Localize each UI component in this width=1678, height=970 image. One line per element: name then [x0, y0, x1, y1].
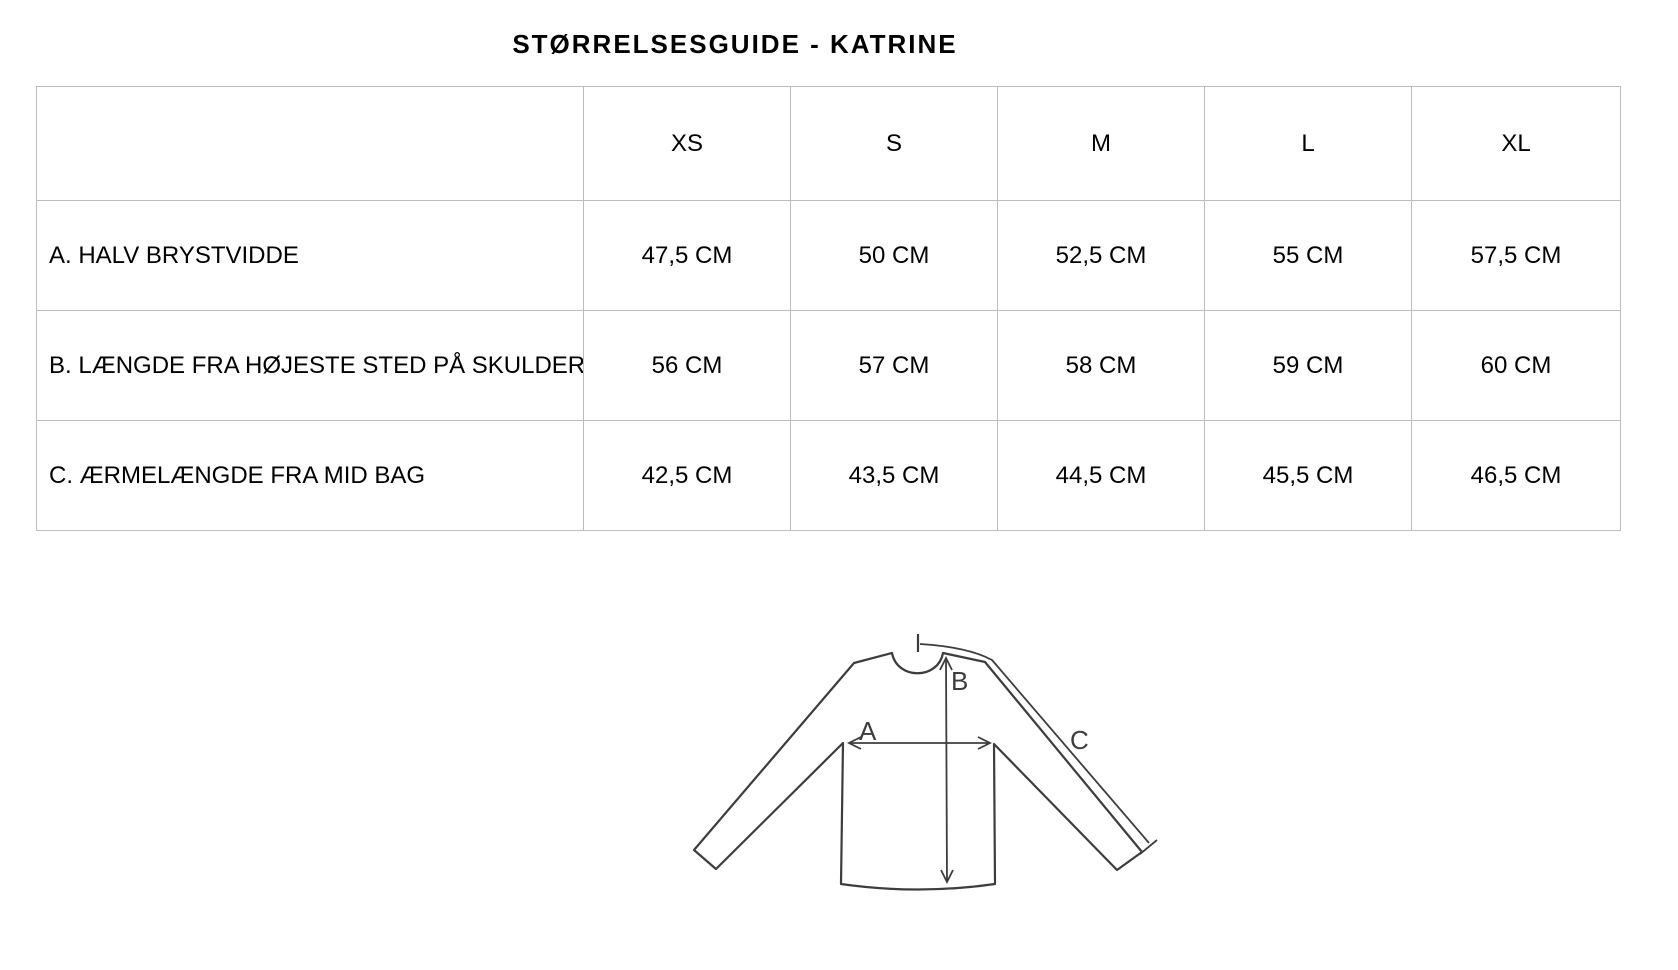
- sweater-diagram-icon: A B C: [692, 634, 1158, 891]
- measure-label-b: B: [951, 666, 968, 696]
- table-header-row: XS S M L XL: [36, 86, 1621, 201]
- arrowhead-b-top: [939, 655, 953, 671]
- size-guide-table: XS S M L XL A. HALV BRYSTVIDDE 47,5 CM 5…: [36, 86, 1621, 531]
- measure-line-c-end-tick: [1139, 839, 1158, 855]
- measurement-cell: 47,5 CM: [583, 200, 791, 311]
- arrowhead-a-right: [977, 736, 993, 750]
- size-column-header-xl: XL: [1411, 86, 1621, 201]
- table-row-half-chest: A. HALV BRYSTVIDDE 47,5 CM 50 CM 52,5 CM…: [36, 200, 1621, 311]
- arrowhead-a-left: [846, 736, 862, 750]
- measurement-cell: 57 CM: [790, 310, 998, 421]
- measurement-cell: 42,5 CM: [583, 420, 791, 531]
- table-row-length-from-shoulder: B. LÆNGDE FRA HØJESTE STED PÅ SKULDEREN …: [36, 310, 1621, 421]
- measurement-cell: 43,5 CM: [790, 420, 998, 531]
- measurement-cell: 58 CM: [997, 310, 1205, 421]
- measure-line-c: [919, 643, 1150, 844]
- measurement-cell: 60 CM: [1411, 310, 1621, 421]
- garment-measurement-diagram: A B C: [640, 575, 1200, 915]
- arrowhead-b-bottom: [940, 869, 954, 885]
- measurement-cell: 59 CM: [1204, 310, 1412, 421]
- measurement-cell: 57,5 CM: [1411, 200, 1621, 311]
- measurement-cell: 46,5 CM: [1411, 420, 1621, 531]
- page-title: STØRRELSESGUIDE - KATRINE: [512, 29, 958, 59]
- row-label-sleeve-length: C. ÆRMELÆNGDE FRA MID BAG: [36, 420, 584, 531]
- size-column-header-m: M: [997, 86, 1205, 201]
- corner-cell: [36, 86, 584, 201]
- row-label-length-from-shoulder: B. LÆNGDE FRA HØJESTE STED PÅ SKULDEREN: [36, 310, 584, 421]
- measurement-cell: 50 CM: [790, 200, 998, 311]
- measurement-cell: 56 CM: [583, 310, 791, 421]
- size-column-header-xs: XS: [583, 86, 791, 201]
- measurement-cell: 45,5 CM: [1204, 420, 1412, 531]
- size-column-header-l: L: [1204, 86, 1412, 201]
- measure-arrow-b: [945, 657, 948, 883]
- measurement-cell: 55 CM: [1204, 200, 1412, 311]
- table-row-sleeve-length: C. ÆRMELÆNGDE FRA MID BAG 42,5 CM 43,5 C…: [36, 420, 1621, 531]
- row-label-half-chest: A. HALV BRYSTVIDDE: [36, 200, 584, 311]
- size-column-header-s: S: [790, 86, 998, 201]
- measurement-cell: 44,5 CM: [997, 420, 1205, 531]
- measurement-cell: 52,5 CM: [997, 200, 1205, 311]
- measure-label-c: C: [1070, 725, 1089, 755]
- garment-outline: [692, 651, 1144, 891]
- measure-label-a: A: [859, 716, 877, 746]
